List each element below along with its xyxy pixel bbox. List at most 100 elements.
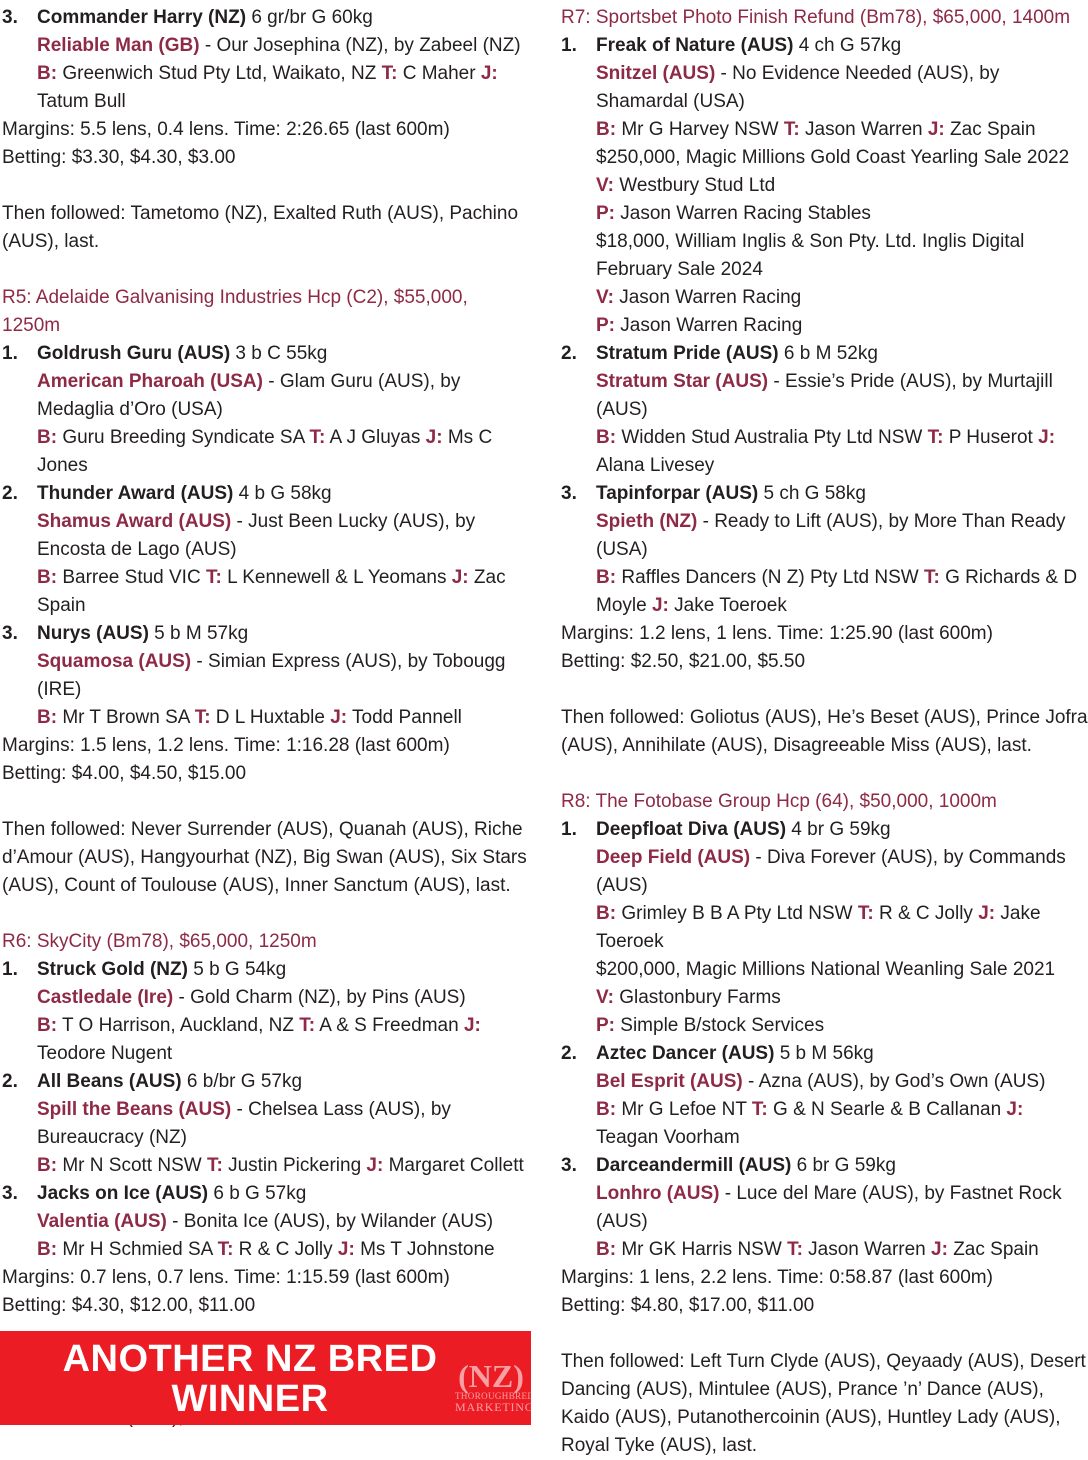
result-entry: 2. All Beans (AUS) 6 b/br G 57kg Spill the… <box>2 1068 529 1180</box>
entry-line: B: Mr G Lefoe NT T: G & N Searle & B Cal… <box>596 1096 1088 1152</box>
then-followed: Then followed: Left Turn Clyde (AUS), Qe… <box>561 1351 1086 1456</box>
text-segment: American Pharoah (USA) <box>37 371 263 392</box>
text-segment: Simple B/stock Services <box>615 1015 825 1036</box>
text-segment: - Gold Charm (NZ), by Pins (AUS) <box>173 987 466 1008</box>
entry-line: B: Mr G Harvey NSW T: Jason Warren J: Za… <box>596 116 1088 144</box>
placing-number: 3. <box>2 7 18 28</box>
text-segment: Shamus Award (AUS) <box>37 511 232 532</box>
text-segment: Zac Spain <box>944 119 1036 140</box>
margins-line: Margins: 0.7 lens, 0.7 lens. Time: 1:15.… <box>2 1267 450 1288</box>
text-segment: P: <box>596 315 615 336</box>
text-segment: - Chelsea Lass (AUS), by Bureaucracy (NZ… <box>37 1099 451 1148</box>
text-segment: Widden Stud Australia Pty Ltd NSW <box>616 427 928 448</box>
text-segment: B: <box>37 567 58 588</box>
spacer <box>2 256 529 284</box>
entry-line: Struck Gold (NZ) 5 b G 54kg <box>37 956 529 984</box>
text-segment: 5 b M 56kg <box>774 1043 874 1064</box>
text-segment: J: <box>451 567 469 588</box>
text-segment: 5 b M 57kg <box>148 623 249 644</box>
text-segment: Justin Pickering <box>222 1155 367 1176</box>
entry-line: B: Raffles Dancers (N Z) Pty Ltd NSW T: … <box>596 564 1088 620</box>
margins-line: Margins: 1 lens, 2.2 lens. Time: 0:58.87… <box>561 1267 993 1288</box>
text-segment: Mr H Schmied SA <box>57 1239 218 1260</box>
text-segment: Mr G Harvey NSW <box>616 119 784 140</box>
race-header: R6: SkyCity (Bm78), $65,000, 1250m <box>2 931 317 952</box>
result-entry: 2. Thunder Award (AUS) 4 b G 58kg Shamus A… <box>2 480 529 620</box>
placing-number: 1. <box>2 343 18 364</box>
text-segment: J: <box>425 427 443 448</box>
text-segment: $250,000, Magic Millions Gold Coast Year… <box>596 147 1070 168</box>
spacer <box>2 788 529 816</box>
text-segment: Alana Livesey <box>596 455 715 476</box>
text-segment: Barree Stud VIC <box>57 567 206 588</box>
text-segment: J: <box>480 63 498 84</box>
entry-line: B: Greenwich Stud Pty Ltd, Waikato, NZ T… <box>37 60 529 116</box>
text-segment: T: <box>787 1239 803 1260</box>
text-segment: Darceandermill (AUS) <box>596 1155 792 1176</box>
text-segment: - Just Been Lucky (AUS), by Encosta de L… <box>37 511 476 560</box>
text-segment: Freak of Nature (AUS) <box>596 35 794 56</box>
entry-line: Commander Harry (NZ) 6 gr/br G 60kg <box>37 4 529 32</box>
text-segment: A & S Freedman <box>315 1015 464 1036</box>
text-segment: V: <box>596 287 614 308</box>
text-segment: Jason Warren Racing <box>613 287 802 308</box>
placing-number: 3. <box>2 623 18 644</box>
text-segment: J: <box>330 707 348 728</box>
text-segment: V: <box>596 175 614 196</box>
text-segment: Squamosa (AUS) <box>37 651 192 672</box>
race-header: R5: Adelaide Galvanising Industries Hcp … <box>2 287 468 336</box>
text-segment: Jason Warren Racing <box>615 315 803 336</box>
entry-line: P: Simple B/stock Services <box>596 1012 1088 1040</box>
text-segment: T: <box>217 1239 234 1260</box>
placing-number: 3. <box>2 1183 18 1204</box>
entry-line: Spill the Beans (AUS) - Chelsea Lass (AU… <box>37 1096 529 1152</box>
text-segment: B: <box>37 707 58 728</box>
text-segment: - Luce del Mare (AUS), by Fastnet Rock (… <box>596 1183 1062 1232</box>
entry-line: Nurys (AUS) 5 b M 57kg <box>37 620 529 648</box>
text-segment: T: <box>299 1015 316 1036</box>
placing-number: 2. <box>2 483 18 504</box>
then-followed: Then followed: Never Surrender (AUS), Qu… <box>2 819 527 896</box>
text-segment: Bel Esprit (AUS) <box>596 1071 743 1092</box>
entry-line: V: Glastonbury Farms <box>596 984 1088 1012</box>
entry-line: B: Mr GK Harris NSW T: Jason Warren J: Z… <box>596 1236 1088 1264</box>
text-segment: V: <box>596 987 614 1008</box>
text-segment: T: <box>194 707 211 728</box>
text-segment: Spieth (NZ) <box>596 511 698 532</box>
text-segment: Grimley B B A Pty Ltd NSW <box>616 903 858 924</box>
entry-line: P: Jason Warren Racing Stables <box>596 200 1088 228</box>
text-segment: Jake Toeroek <box>596 903 1041 952</box>
text-segment: B: <box>37 427 58 448</box>
nz-bred-banner: ANOTHER NZ BRED WINNER (NZ) THOROUGHBRED… <box>0 1331 535 1425</box>
text-segment: R & C Jolly <box>233 1239 338 1260</box>
text-segment: Ms T Johnstone <box>354 1239 495 1260</box>
entry-line: Thunder Award (AUS) 4 b G 58kg <box>37 480 529 508</box>
entry-line: B: T O Harrison, Auckland, NZ T: A & S F… <box>37 1012 529 1068</box>
text-segment: $18,000, William Inglis & Son Pty. Ltd. … <box>596 231 1025 280</box>
text-segment: - Diva Forever (AUS), by Commands (AUS) <box>596 847 1066 896</box>
spacer <box>2 172 529 200</box>
result-entry: 2. Stratum Pride (AUS) 6 b M 52kg Stratum … <box>561 340 1088 480</box>
left-column: 3. Commander Harry (NZ) 6 gr/br G 60kg Rel… <box>2 4 529 1460</box>
text-segment: Jake Toeroek <box>668 595 787 616</box>
text-segment: B: <box>596 903 617 924</box>
placing-number: 2. <box>561 343 577 364</box>
placing-number: 3. <box>561 1155 577 1176</box>
entry-line: B: Barree Stud VIC T: L Kennewell & L Ye… <box>37 564 529 620</box>
banner-headline: ANOTHER NZ BRED WINNER <box>0 1339 500 1419</box>
text-segment: J: <box>463 1015 481 1036</box>
text-segment: T: <box>924 567 940 588</box>
text-segment: Struck Gold (NZ) <box>37 959 188 980</box>
entry-line: Deep Field (AUS) - Diva Forever (AUS), b… <box>596 844 1088 900</box>
entry-line: All Beans (AUS) 6 b/br G 57kg <box>37 1068 529 1096</box>
entry-line: Spieth (NZ) - Ready to Lift (AUS), by Mo… <box>596 508 1088 564</box>
entry-line: Deepfloat Diva (AUS) 4 br G 59kg <box>596 816 1088 844</box>
text-segment: Spill the Beans (AUS) <box>37 1099 232 1120</box>
text-segment: Thunder Award (AUS) <box>37 483 234 504</box>
text-segment: - Ready to Lift (AUS), by More Than Read… <box>596 511 1066 560</box>
text-segment: B: <box>37 1015 58 1036</box>
text-segment: G & N Searle & B Callanan <box>767 1099 1007 1120</box>
entry-line: P: Jason Warren Racing <box>596 312 1088 340</box>
text-segment: Teagan Voorham <box>596 1127 740 1148</box>
logo-marketing-label: MARKETING <box>455 1400 535 1414</box>
